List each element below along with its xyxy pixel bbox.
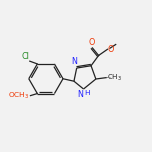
- Text: OCH$_3$: OCH$_3$: [8, 90, 30, 101]
- Text: O: O: [89, 38, 95, 47]
- Text: N: N: [72, 57, 78, 66]
- Text: N: N: [77, 90, 83, 99]
- Text: H: H: [85, 90, 90, 96]
- Text: Cl: Cl: [21, 52, 29, 61]
- Text: CH$_3$: CH$_3$: [107, 73, 122, 83]
- Text: O: O: [108, 45, 114, 54]
- Text: methyl: methyl: [107, 77, 111, 78]
